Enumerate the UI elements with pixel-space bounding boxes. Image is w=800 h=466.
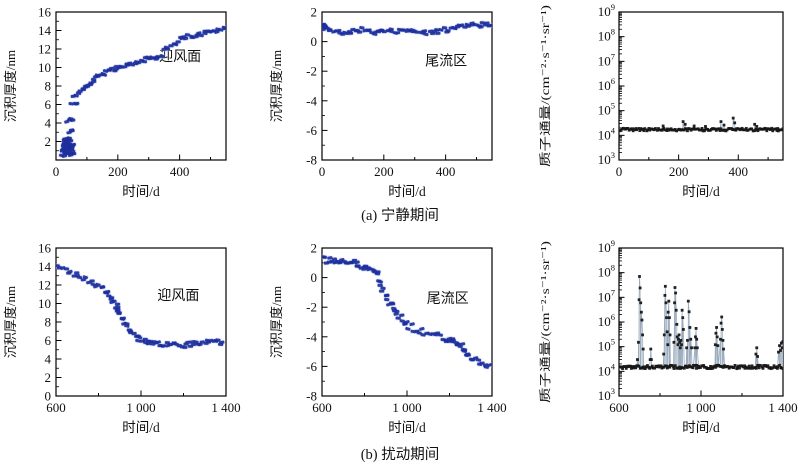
svg-text:时间/d: 时间/d — [682, 420, 720, 435]
chart-disturbed-proton-flux: 600 1 000 1 400 103 104 105 106 107 108 109 时间/d 质子… — [539, 238, 798, 435]
svg-text:-6: -6 — [306, 359, 317, 374]
svg-text:1 000: 1 000 — [392, 400, 421, 415]
svg-text:107: 107 — [598, 287, 615, 304]
svg-text:600: 600 — [46, 400, 66, 415]
svg-text:1 400: 1 400 — [477, 400, 506, 415]
svg-text:103: 103 — [598, 150, 615, 167]
svg-text:沉积厚度/nm: 沉积厚度/nm — [3, 50, 18, 122]
svg-text:12: 12 — [38, 278, 51, 293]
svg-text:8: 8 — [45, 79, 52, 94]
svg-text:2: 2 — [45, 134, 52, 149]
chart-disturbed-wake: 600 1 000 1 400 2 0 -2 -4 -6 -8 时间/d 沉积厚度/nm 尾流区 — [269, 241, 507, 436]
svg-text:2: 2 — [311, 241, 318, 256]
svg-text:400: 400 — [729, 164, 749, 179]
svg-text:108: 108 — [598, 27, 615, 44]
svg-text:沉积厚度/nm: 沉积厚度/nm — [3, 286, 18, 358]
svg-text:4: 4 — [45, 352, 52, 367]
svg-text:尾流区: 尾流区 — [425, 53, 467, 69]
svg-text:质子通量/(cm⁻²·s⁻¹·sr⁻¹): 质子通量/(cm⁻²·s⁻¹·sr⁻¹) — [539, 5, 552, 167]
svg-text:质子通量/(cm⁻²·s⁻¹·sr⁻¹): 质子通量/(cm⁻²·s⁻¹·sr⁻¹) — [539, 241, 552, 403]
svg-text:106: 106 — [598, 76, 615, 93]
svg-text:16: 16 — [38, 241, 52, 256]
svg-text:1 400: 1 400 — [211, 400, 240, 415]
svg-text:-4: -4 — [306, 93, 317, 108]
svg-text:14: 14 — [38, 23, 52, 38]
svg-text:2: 2 — [311, 5, 318, 20]
svg-text:12: 12 — [38, 42, 51, 57]
svg-text:时间/d: 时间/d — [122, 420, 160, 435]
svg-text:600: 600 — [609, 400, 629, 415]
svg-text:400: 400 — [436, 164, 456, 179]
svg-text:200: 200 — [669, 164, 689, 179]
svg-text:6: 6 — [45, 97, 52, 112]
svg-text:-4: -4 — [306, 329, 317, 344]
svg-text:600: 600 — [312, 400, 332, 415]
caption-panel-b: (b) 扰动期间 — [360, 447, 440, 463]
svg-text:2: 2 — [45, 370, 52, 385]
svg-text:尾流区: 尾流区 — [427, 291, 469, 307]
svg-text:0: 0 — [319, 164, 326, 179]
svg-text:迎风面: 迎风面 — [157, 288, 199, 304]
svg-text:108: 108 — [598, 263, 615, 280]
svg-text:104: 104 — [598, 125, 616, 142]
svg-text:-2: -2 — [306, 64, 317, 79]
svg-text:-8: -8 — [306, 153, 317, 168]
svg-text:沉积厚度/nm: 沉积厚度/nm — [269, 286, 284, 358]
svg-text:0: 0 — [311, 34, 318, 49]
svg-text:0: 0 — [616, 164, 623, 179]
svg-text:6: 6 — [45, 333, 52, 348]
svg-text:16: 16 — [38, 5, 52, 20]
svg-text:104: 104 — [598, 361, 616, 378]
svg-text:200: 200 — [374, 164, 394, 179]
chart-quiet-proton-flux: 0 200 400 103 104 105 106 107 108 109 时间/d 质子通量/(cm… — [539, 2, 784, 199]
chart-disturbed-windward: 600 1 000 1 400 0 2 4 6 8 10 12 14 16 时间/d 沉积厚度/nm 迎风面 — [3, 241, 241, 436]
svg-text:1 000: 1 000 — [686, 400, 715, 415]
svg-text:时间/d: 时间/d — [388, 420, 426, 435]
svg-text:200: 200 — [108, 164, 128, 179]
svg-text:0: 0 — [53, 164, 60, 179]
svg-text:-6: -6 — [306, 123, 317, 138]
svg-text:8: 8 — [45, 315, 52, 330]
svg-text:109: 109 — [598, 238, 615, 255]
svg-text:沉积厚度/nm: 沉积厚度/nm — [269, 50, 284, 122]
svg-text:105: 105 — [598, 101, 615, 118]
svg-text:14: 14 — [38, 259, 52, 274]
svg-text:4: 4 — [45, 116, 52, 131]
svg-text:10: 10 — [38, 296, 51, 311]
caption-panel-a: (a) 宁静期间 — [361, 208, 439, 224]
svg-text:103: 103 — [598, 386, 615, 403]
svg-text:时间/d: 时间/d — [388, 184, 426, 199]
svg-text:-8: -8 — [306, 389, 317, 404]
svg-text:时间/d: 时间/d — [122, 184, 160, 199]
svg-text:-2: -2 — [306, 300, 317, 315]
svg-text:时间/d: 时间/d — [682, 184, 720, 199]
chart-quiet-windward: 0 200 400 2 4 6 8 10 12 14 16 时间/d 沉积厚度/nm 迎风面 — [3, 5, 227, 199]
svg-text:1 400: 1 400 — [768, 400, 797, 415]
svg-text:400: 400 — [170, 164, 190, 179]
svg-text:105: 105 — [598, 337, 615, 354]
chart-quiet-wake: 0 200 400 2 0 -2 -4 -6 -8 时间/d 沉积厚度/nm 尾流区 — [269, 5, 493, 199]
svg-text:109: 109 — [598, 2, 615, 19]
svg-text:10: 10 — [38, 60, 51, 75]
svg-text:0: 0 — [45, 389, 52, 404]
svg-text:107: 107 — [598, 51, 615, 68]
svg-text:迎风面: 迎风面 — [159, 49, 201, 65]
svg-text:1 000: 1 000 — [126, 400, 155, 415]
svg-text:106: 106 — [598, 312, 615, 329]
svg-text:0: 0 — [311, 270, 318, 285]
